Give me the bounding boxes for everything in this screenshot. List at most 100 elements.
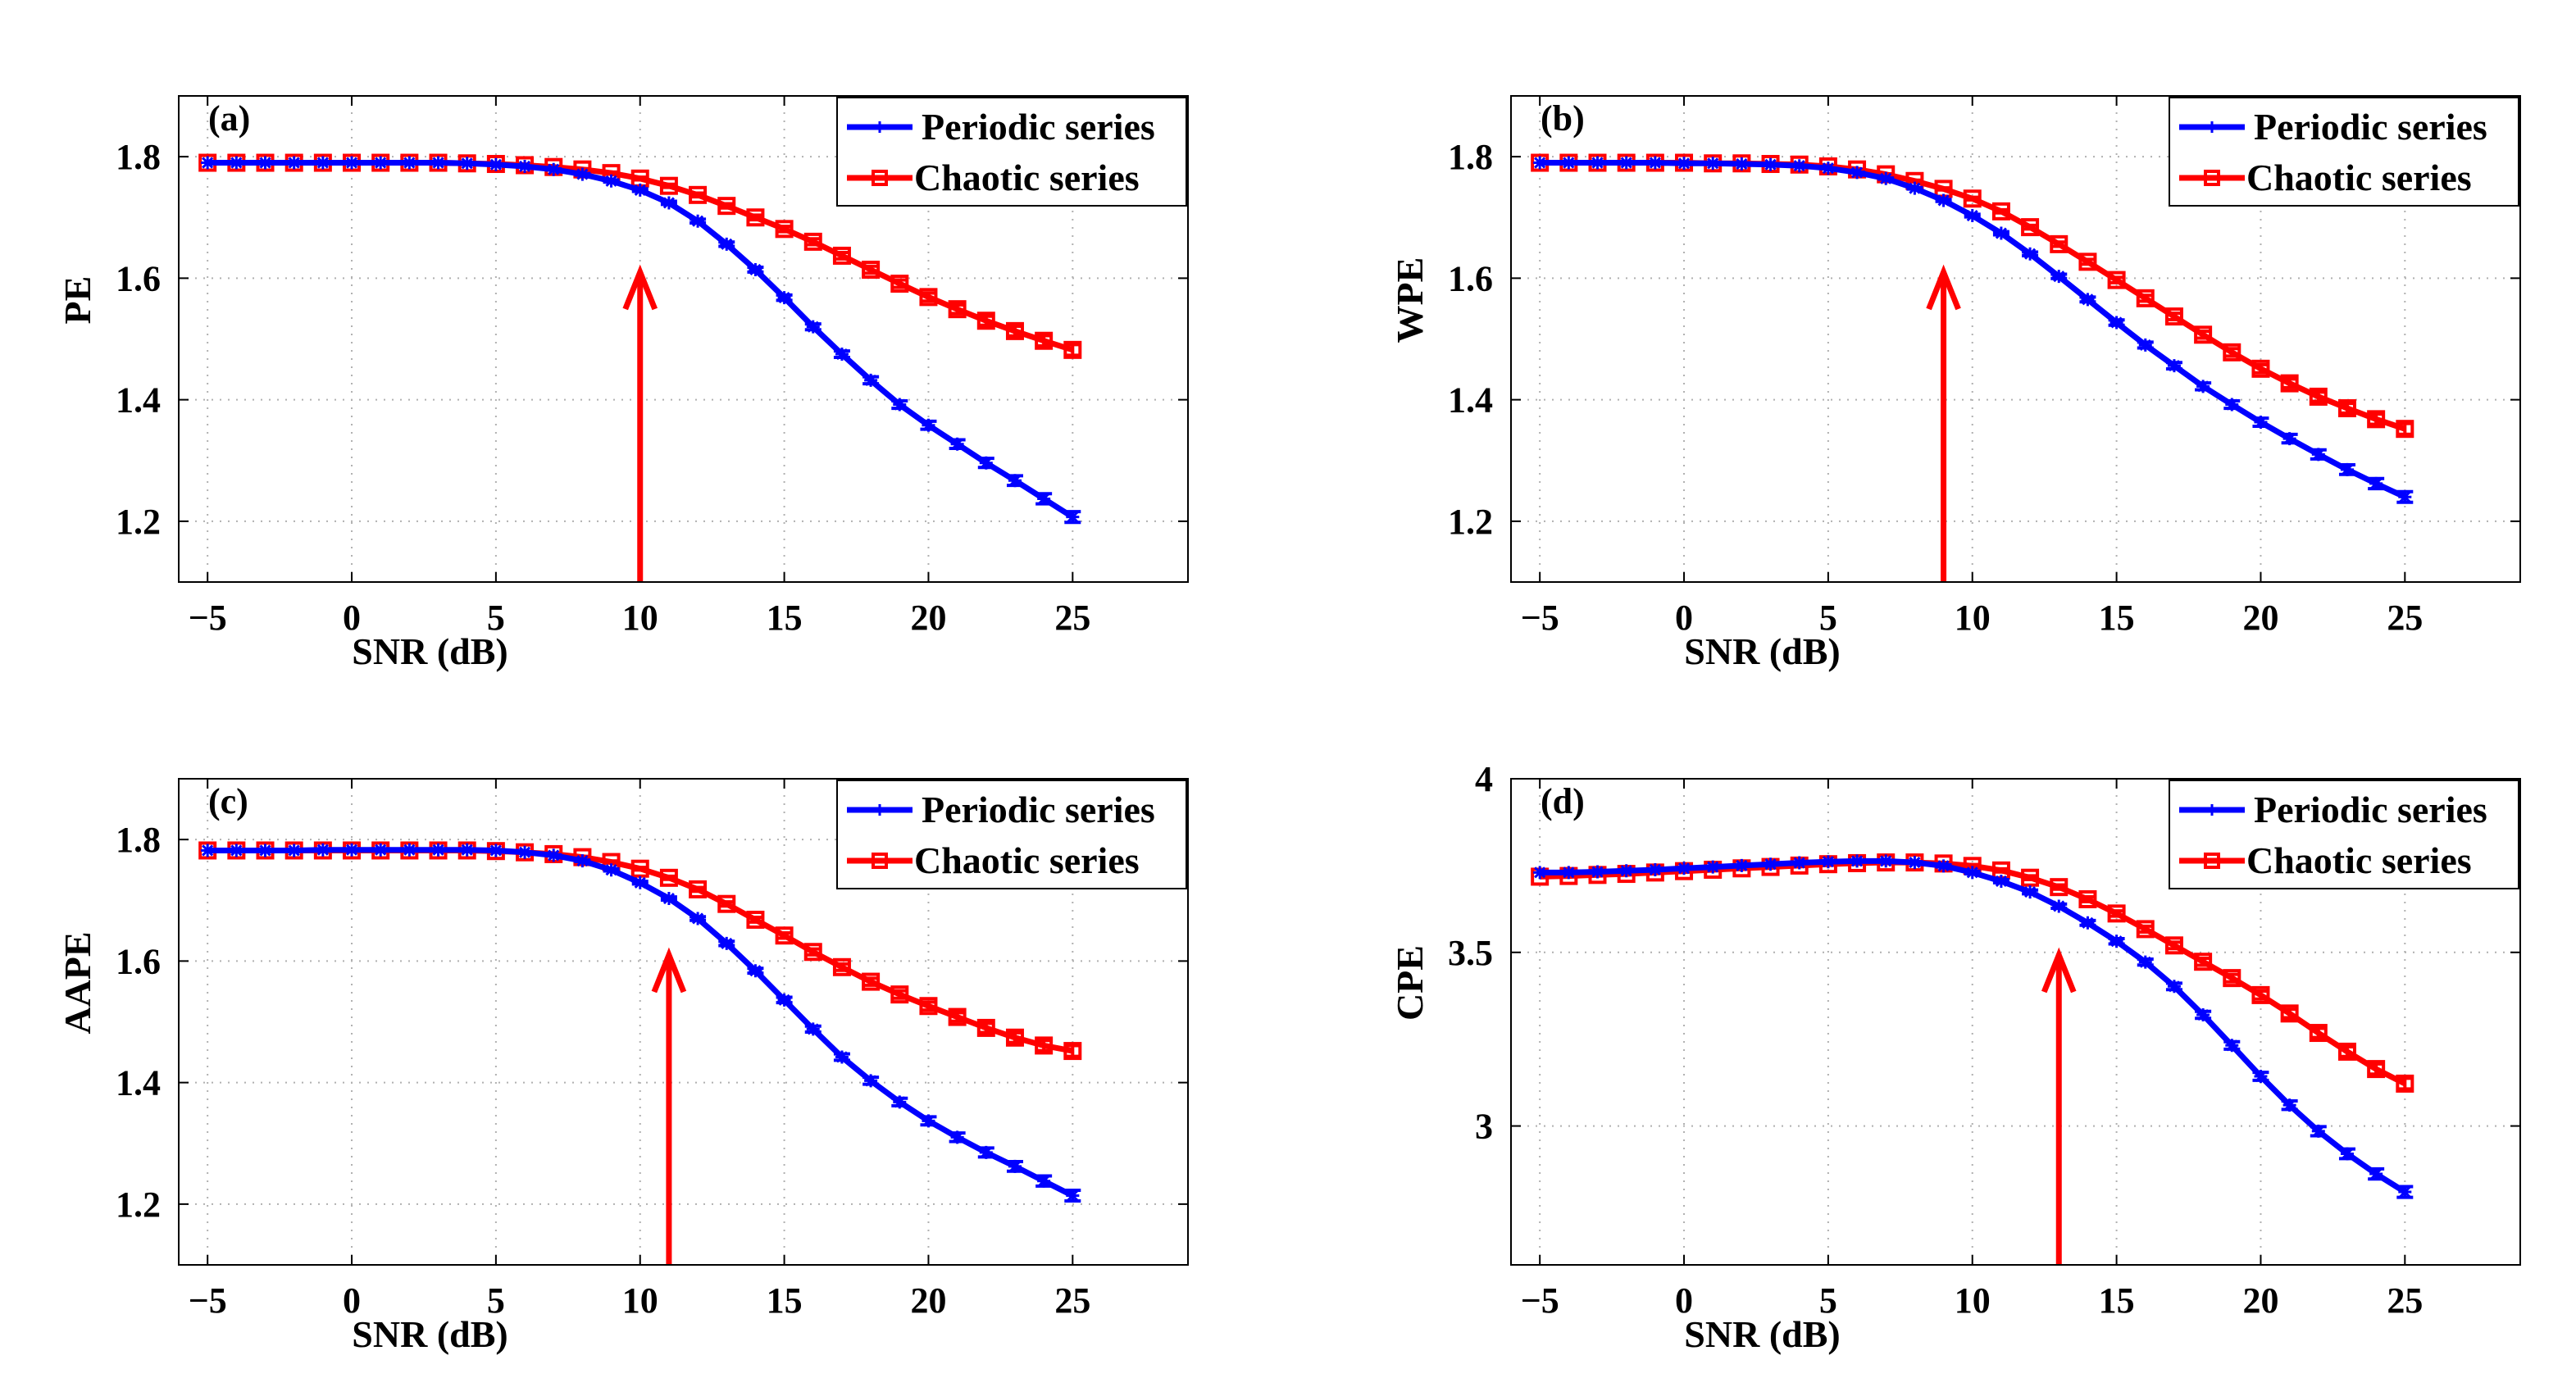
x-axis-label: SNR (dB)	[1684, 630, 1840, 672]
plot-frame	[1510, 778, 2521, 1266]
data-point-star	[230, 844, 243, 857]
data-point-square	[717, 894, 736, 913]
data-point-square	[2164, 307, 2183, 326]
legend-label: Chaotic series	[914, 157, 1140, 198]
data-point-square	[2396, 1074, 2414, 1093]
data-point-star	[662, 892, 676, 906]
data-point-star	[1591, 156, 1604, 170]
data-point-star	[864, 373, 878, 387]
legend-label: Chaotic series	[914, 839, 1140, 881]
data-point-star	[201, 156, 215, 170]
data-point-star	[749, 964, 762, 978]
data-point-square	[2136, 289, 2155, 307]
y-tick-label: 1.6	[1448, 258, 1493, 298]
data-point-star	[316, 843, 330, 857]
data-point-star	[2225, 1039, 2239, 1053]
data-point-star	[258, 844, 272, 857]
data-point-star	[1764, 857, 1777, 871]
data-point-star	[979, 456, 993, 470]
data-point-star	[1994, 226, 2008, 240]
data-point-star	[2109, 935, 2123, 948]
data-point-star	[2167, 980, 2181, 994]
x-axis-label: SNR (dB)	[352, 630, 507, 672]
legend-marker-square	[2204, 170, 2220, 186]
legend-label: Periodic series	[2254, 789, 2487, 830]
data-point-star	[2340, 462, 2354, 476]
data-point-square	[948, 1007, 967, 1026]
legend-label: Periodic series	[922, 106, 1155, 148]
data-point-star	[403, 156, 416, 170]
data-point-square	[2251, 985, 2270, 1004]
series-periodic	[201, 156, 1081, 525]
threshold-arrow	[2041, 947, 2077, 1265]
data-point-star	[1008, 1159, 1022, 1173]
x-tick-label: 15	[2099, 598, 2135, 638]
data-point-star	[2052, 899, 2066, 913]
data-point-square	[2194, 953, 2213, 971]
data-point-star	[431, 156, 445, 170]
data-point-star	[864, 1074, 878, 1088]
data-point-star	[1706, 157, 1720, 171]
panel-tag: (b)	[1541, 98, 1585, 139]
y-tick-label: 1.6	[116, 941, 161, 981]
chart-panel-d: −5 0 5 10 15 20 25 3 3.5 4 SNR (dB) CPE (d) Periodic …	[1389, 759, 2521, 1355]
data-point-star	[2023, 885, 2037, 899]
x-tick-label: 10	[1955, 598, 1991, 638]
x-tick-label: 20	[2242, 1280, 2278, 1321]
chart-panel-c: −5 0 5 10 15 20 25 1.2 1.4 1.6 1.8 SNR (dB) AAPE (c) P…	[57, 778, 1189, 1355]
data-point-square	[803, 232, 822, 251]
data-point-star	[518, 159, 532, 173]
legend-box	[836, 97, 1187, 207]
x-tick-label: 25	[1054, 598, 1090, 638]
y-axis-label: CPE	[1389, 945, 1431, 1021]
data-point-star	[691, 214, 705, 228]
data-point-square	[746, 910, 765, 929]
x-tick-label: 0	[1675, 1280, 1693, 1321]
data-point-star	[1879, 854, 1893, 868]
data-point-star	[950, 437, 964, 451]
arrow-head	[2041, 947, 2077, 994]
legend-marker-star	[2206, 121, 2218, 133]
legend-box	[2169, 780, 2519, 889]
data-point-star	[749, 262, 762, 276]
data-point-star	[258, 156, 272, 170]
data-point-star	[893, 1095, 907, 1109]
data-point-square	[2136, 920, 2155, 939]
data-point-star	[1562, 156, 1576, 170]
plot-frame	[178, 778, 1189, 1266]
data-point-square	[2309, 387, 2328, 406]
data-point-star	[777, 291, 791, 305]
data-point-star	[1792, 856, 1806, 870]
data-point-star	[374, 156, 388, 170]
plot-frame	[1510, 95, 2521, 583]
legend: Periodic series Chaotic series	[836, 780, 1187, 889]
data-point-star	[806, 1022, 820, 1036]
data-point-star	[518, 845, 532, 859]
data-point-star	[460, 843, 474, 857]
data-point-star	[2254, 1070, 2268, 1083]
x-tick-label: 10	[1955, 1280, 1991, 1321]
legend-marker-star	[874, 804, 885, 816]
x-tick-label: 0	[343, 598, 361, 638]
data-point-square	[2337, 399, 2356, 418]
data-point-star	[2398, 1185, 2412, 1199]
data-point-star	[2282, 432, 2296, 446]
data-point-star	[2138, 955, 2152, 969]
data-point-star	[979, 1145, 993, 1159]
legend-marker-square	[872, 170, 888, 186]
data-point-star	[922, 418, 935, 432]
data-point-star	[2311, 448, 2325, 462]
legend-item-chaotic: Chaotic series	[2179, 157, 2472, 198]
data-point-star	[633, 183, 647, 197]
x-tick-label: 5	[487, 1280, 505, 1321]
data-point-square	[2164, 936, 2183, 955]
x-tick-label: −5	[1521, 1280, 1559, 1321]
data-point-star	[2311, 1124, 2325, 1138]
x-tick-label: 20	[910, 1280, 946, 1321]
data-point-star	[1792, 159, 1806, 173]
data-point-square	[1035, 1036, 1054, 1055]
data-point-star	[2023, 247, 2037, 261]
legend: Periodic series Chaotic series	[836, 97, 1187, 207]
data-point-star	[691, 912, 705, 925]
data-point-star	[1591, 865, 1604, 879]
